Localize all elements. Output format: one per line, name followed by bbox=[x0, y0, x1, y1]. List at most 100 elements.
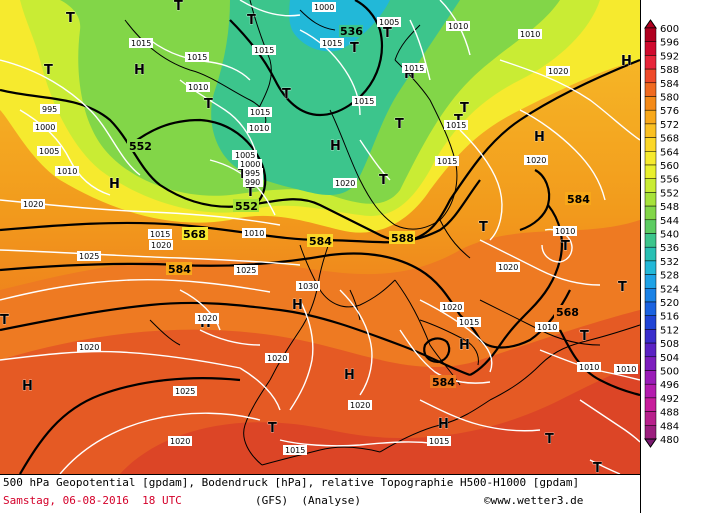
pressure-center: T bbox=[395, 117, 404, 132]
legend-tick-label: 556 bbox=[660, 175, 679, 186]
legend-swatch bbox=[644, 315, 657, 330]
legend-tick-label: 528 bbox=[660, 271, 679, 282]
geopotential-label: 584 bbox=[309, 235, 332, 248]
isobar-label: 1015 bbox=[404, 64, 424, 73]
legend-tick-label: 512 bbox=[660, 325, 679, 336]
isobar-label: 1020 bbox=[350, 401, 370, 410]
isobar-label: 1005 bbox=[39, 147, 59, 156]
geopotential-labels: 536 552 552 568 584 588 584 584 568 584 bbox=[127, 25, 591, 389]
legend-tick-label: 524 bbox=[660, 284, 679, 295]
legend-tick-label: 508 bbox=[660, 339, 679, 350]
isobar-label: 1010 bbox=[57, 167, 77, 176]
isobar-label: 1015 bbox=[285, 446, 305, 455]
pressure-center: T bbox=[204, 97, 213, 112]
isobar-label: 1015 bbox=[131, 39, 151, 48]
legend-tick-label: 504 bbox=[660, 353, 679, 364]
legend-tick-label: 564 bbox=[660, 147, 679, 158]
isobar-label: 1015 bbox=[437, 157, 457, 166]
legend-swatch bbox=[644, 96, 657, 111]
geopotential-label: 568 bbox=[183, 228, 206, 241]
isobar-label: 1010 bbox=[520, 30, 540, 39]
pressure-center: T bbox=[174, 0, 183, 14]
legend-tick-label: 488 bbox=[660, 408, 679, 419]
weather-map-svg: T T T T T H T H T H T T H T T T H T T H … bbox=[0, 0, 640, 474]
footer-date: Samstag, 06-08-2016 18 UTC bbox=[3, 494, 182, 507]
legend-tick-label: 572 bbox=[660, 120, 679, 131]
pressure-center: H bbox=[344, 368, 355, 383]
legend-swatch bbox=[644, 274, 657, 289]
pressure-center: H bbox=[330, 139, 341, 154]
footer-model: (GFS) (Analyse) bbox=[255, 494, 361, 507]
isobar-label: 1010 bbox=[188, 83, 208, 92]
legend-tick-label: 588 bbox=[660, 65, 679, 76]
isobar-label: 1025 bbox=[236, 266, 256, 275]
legend-tick-label: 580 bbox=[660, 93, 679, 104]
isobar-label: 1020 bbox=[151, 241, 171, 250]
isobar-label: 1015 bbox=[446, 121, 466, 130]
pressure-center: T bbox=[545, 432, 554, 447]
isobar-label: 1020 bbox=[526, 156, 546, 165]
geopotential-label: 588 bbox=[391, 232, 414, 245]
isobar-label: 995 bbox=[245, 169, 260, 178]
legend-swatch bbox=[644, 260, 657, 275]
legend-swatch bbox=[644, 425, 657, 440]
isobar-label: 1020 bbox=[335, 179, 355, 188]
pressure-center: T bbox=[460, 101, 469, 116]
legend-tick-label: 552 bbox=[660, 188, 679, 199]
isobar-label: 1010 bbox=[249, 124, 269, 133]
isobar-label: 1020 bbox=[170, 437, 190, 446]
geopotential-label: 536 bbox=[340, 25, 363, 38]
pressure-center: H bbox=[109, 177, 120, 192]
isobar-labels: 1000 1005 1015 1010 1015 1015 1010 1015 … bbox=[21, 2, 638, 455]
legend-swatch bbox=[644, 383, 657, 399]
legend-swatch bbox=[644, 27, 657, 42]
legend-swatch bbox=[644, 246, 657, 262]
isobar-label: 1000 bbox=[35, 123, 55, 132]
legend-swatch bbox=[644, 68, 657, 84]
pressure-center: T bbox=[238, 167, 247, 182]
legend-tick-label: 500 bbox=[660, 367, 679, 378]
pressure-center: T bbox=[282, 87, 291, 102]
pressure-center: H bbox=[459, 338, 470, 353]
isobar-label: 1015 bbox=[187, 53, 207, 62]
pressure-center: H bbox=[292, 298, 303, 313]
weather-map: T T T T T H T H T H T T H T T T H T T H … bbox=[0, 0, 641, 475]
pressure-center: T bbox=[479, 220, 488, 235]
legend-swatch bbox=[644, 164, 657, 179]
legend-swatch bbox=[644, 55, 657, 70]
isobar-label: 1015 bbox=[250, 108, 270, 117]
legend-tick-label: 544 bbox=[660, 216, 679, 227]
isobar-label: 1030 bbox=[298, 282, 318, 291]
legend-tick-label: 568 bbox=[660, 134, 679, 145]
legend-swatch bbox=[644, 178, 657, 193]
isobar-label: 1020 bbox=[498, 263, 518, 272]
pressure-center: H bbox=[22, 379, 33, 394]
legend-swatch bbox=[644, 82, 657, 97]
isobar-label: 1015 bbox=[322, 39, 342, 48]
isobar-label: 1010 bbox=[579, 363, 599, 372]
footer-copyright[interactable]: ©www.wetter3.de bbox=[484, 494, 584, 507]
legend-swatch bbox=[644, 123, 657, 138]
footer: 500 hPa Geopotential [gpdam], Bodendruck… bbox=[0, 475, 641, 513]
legend-tick-label: 536 bbox=[660, 243, 679, 254]
legend-tick-label: 592 bbox=[660, 51, 679, 62]
geopotential-label: 584 bbox=[168, 263, 191, 276]
legend-tick-label: 540 bbox=[660, 230, 679, 241]
geopotential-label: 552 bbox=[235, 200, 258, 213]
pressure-center: T bbox=[593, 461, 602, 474]
legend-tick-label: 596 bbox=[660, 38, 679, 49]
isobar-label: 1020 bbox=[79, 343, 99, 352]
geopotential-label: 552 bbox=[129, 140, 152, 153]
geopotential-label: 584 bbox=[432, 376, 455, 389]
isobar-label: 1020 bbox=[442, 303, 462, 312]
legend-swatch bbox=[644, 288, 657, 303]
pressure-center: T bbox=[246, 185, 255, 200]
legend-tick-label: 560 bbox=[660, 161, 679, 172]
legend-tick-label: 496 bbox=[660, 380, 679, 391]
legend-swatch bbox=[644, 370, 657, 385]
isobar-label: 1015 bbox=[354, 97, 374, 106]
color-legend: 600 596 592 588 584 580 576 572 568 564 560 556 552 5… bbox=[641, 0, 704, 474]
legend-tick-label: 532 bbox=[660, 257, 679, 268]
isobar-label: 1015 bbox=[459, 318, 479, 327]
pressure-center: T bbox=[44, 63, 53, 78]
